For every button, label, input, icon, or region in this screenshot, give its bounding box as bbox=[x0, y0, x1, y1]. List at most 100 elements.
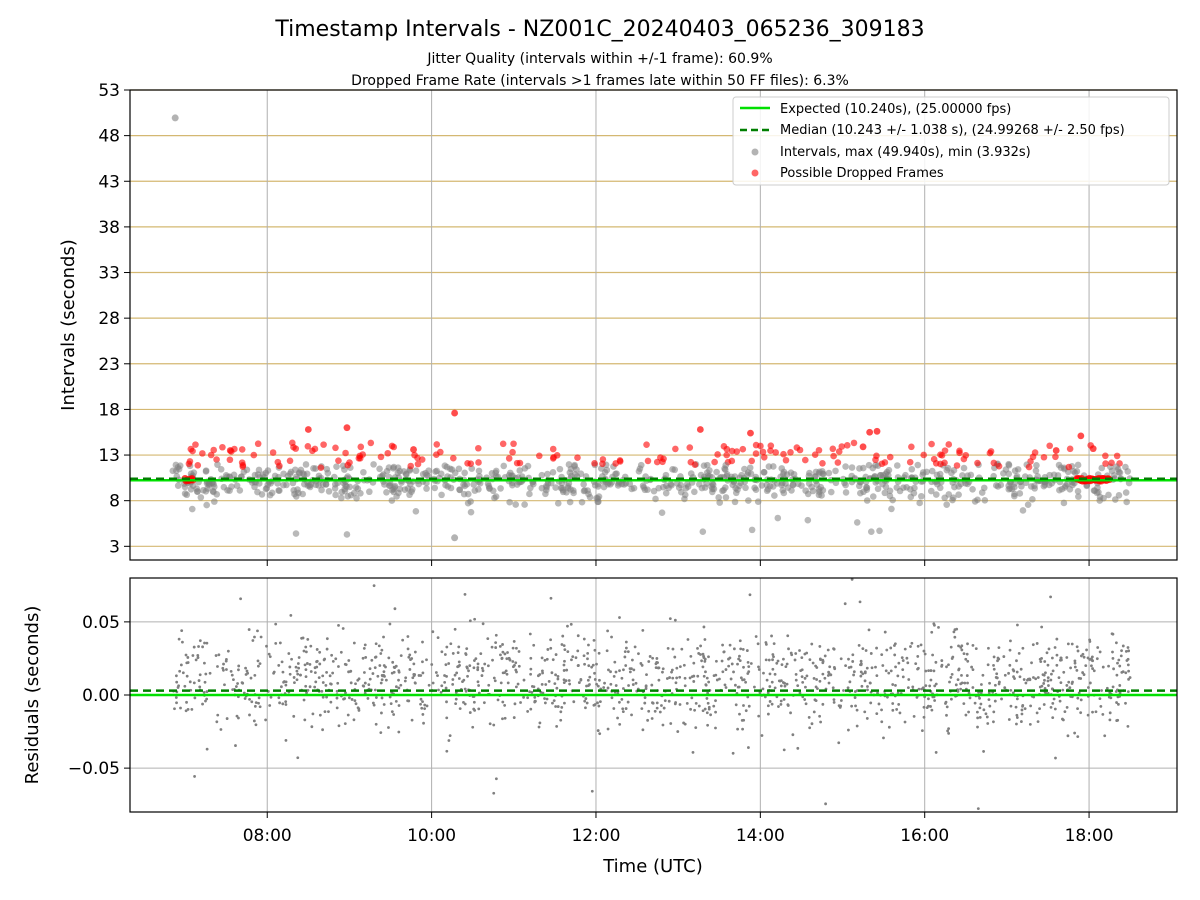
residual-point bbox=[782, 698, 786, 701]
residual-point bbox=[354, 682, 357, 686]
residual-point bbox=[185, 674, 189, 678]
residual-point bbox=[810, 642, 814, 646]
residual-point bbox=[529, 667, 533, 671]
interval-point bbox=[544, 470, 551, 478]
interval-point bbox=[671, 466, 679, 474]
residual-point bbox=[466, 674, 469, 678]
interval-point bbox=[211, 498, 218, 505]
residual-point bbox=[880, 708, 883, 712]
interval-point bbox=[566, 469, 574, 476]
residual-point bbox=[993, 699, 997, 703]
residual-point bbox=[766, 712, 770, 716]
residual-point bbox=[1036, 720, 1040, 724]
residual-point bbox=[1091, 659, 1095, 663]
residual-point bbox=[950, 672, 954, 676]
residual-point bbox=[947, 727, 951, 731]
residual-point bbox=[304, 675, 308, 679]
residual-point bbox=[587, 684, 590, 688]
residual-point bbox=[675, 676, 679, 680]
residual-point bbox=[624, 646, 628, 650]
residual-point bbox=[272, 670, 276, 674]
residual-point bbox=[947, 663, 950, 667]
residual-point bbox=[916, 644, 920, 648]
residual-point bbox=[1111, 650, 1114, 654]
residual-point bbox=[494, 777, 498, 781]
residual-point bbox=[762, 671, 765, 675]
residual-point bbox=[1050, 656, 1054, 660]
dropped-frame-subtitle: Dropped Frame Rate (intervals >1 frames … bbox=[351, 73, 849, 89]
interval-point bbox=[441, 462, 449, 470]
interval-point bbox=[842, 463, 849, 470]
residual-point bbox=[897, 661, 901, 665]
interval-point bbox=[918, 492, 925, 500]
interval-point bbox=[902, 471, 909, 479]
residual-point bbox=[550, 671, 554, 675]
residual-point bbox=[256, 629, 259, 633]
residual-point bbox=[996, 659, 999, 663]
residual-point bbox=[563, 701, 566, 705]
residual-point bbox=[1066, 734, 1070, 738]
residual-point bbox=[749, 662, 753, 665]
residual-point bbox=[590, 789, 594, 793]
interval-point bbox=[789, 481, 797, 489]
residual-point bbox=[582, 637, 586, 641]
interval-point bbox=[554, 499, 562, 507]
residual-point bbox=[419, 697, 423, 701]
interval-point bbox=[900, 484, 907, 492]
residual-point bbox=[252, 719, 256, 723]
interval-point bbox=[971, 498, 979, 505]
residual-point bbox=[1049, 678, 1053, 682]
residual-point bbox=[292, 714, 296, 718]
residual-point bbox=[744, 680, 748, 684]
residual-point bbox=[1065, 656, 1069, 659]
residual-point bbox=[570, 658, 573, 662]
residual-point bbox=[855, 724, 859, 728]
residual-point bbox=[887, 671, 891, 675]
residual-point bbox=[472, 666, 476, 670]
residual-point bbox=[457, 677, 461, 680]
residual-point bbox=[205, 690, 209, 693]
residual-point bbox=[787, 647, 790, 651]
residual-point bbox=[965, 674, 969, 677]
residual-point bbox=[503, 671, 506, 675]
interval-point bbox=[1019, 507, 1027, 514]
interval-point bbox=[521, 501, 528, 508]
interval-point bbox=[299, 470, 307, 477]
residual-point bbox=[413, 673, 417, 676]
dropped-frame-point bbox=[549, 445, 557, 453]
residual-point bbox=[853, 696, 857, 699]
residual-point bbox=[812, 676, 816, 680]
y-tick-label: 33 bbox=[98, 264, 120, 284]
interval-point bbox=[765, 463, 773, 470]
residual-point bbox=[770, 702, 774, 706]
interval-point bbox=[475, 486, 482, 493]
residual-point bbox=[692, 680, 696, 683]
dropped-frame-point bbox=[1113, 452, 1121, 460]
residual-point bbox=[321, 695, 325, 699]
residual-point bbox=[1126, 657, 1130, 661]
interval-point bbox=[302, 461, 310, 468]
residual-point bbox=[321, 728, 324, 732]
residual-point bbox=[741, 678, 744, 682]
residual-point bbox=[1024, 681, 1028, 685]
interval-point bbox=[1066, 485, 1074, 493]
residual-point bbox=[315, 659, 319, 663]
residual-point bbox=[186, 656, 190, 659]
interval-point bbox=[809, 487, 817, 495]
residual-point bbox=[383, 674, 386, 678]
residual-point bbox=[1073, 665, 1077, 669]
dropped-frame-point bbox=[1052, 453, 1059, 461]
interval-point bbox=[461, 469, 468, 477]
residual-point bbox=[866, 685, 869, 688]
residual-point bbox=[234, 685, 238, 688]
residual-point bbox=[674, 681, 678, 685]
dropped-frame-point bbox=[475, 444, 482, 452]
residual-point bbox=[970, 665, 974, 669]
interval-point bbox=[774, 514, 782, 522]
interval-point bbox=[950, 494, 957, 502]
residual-point bbox=[1019, 667, 1023, 671]
residual-point bbox=[988, 681, 991, 685]
legend-dropped-label: Possible Dropped Frames bbox=[780, 166, 944, 181]
residual-point bbox=[192, 645, 196, 649]
dropped-frame-point bbox=[207, 451, 215, 459]
